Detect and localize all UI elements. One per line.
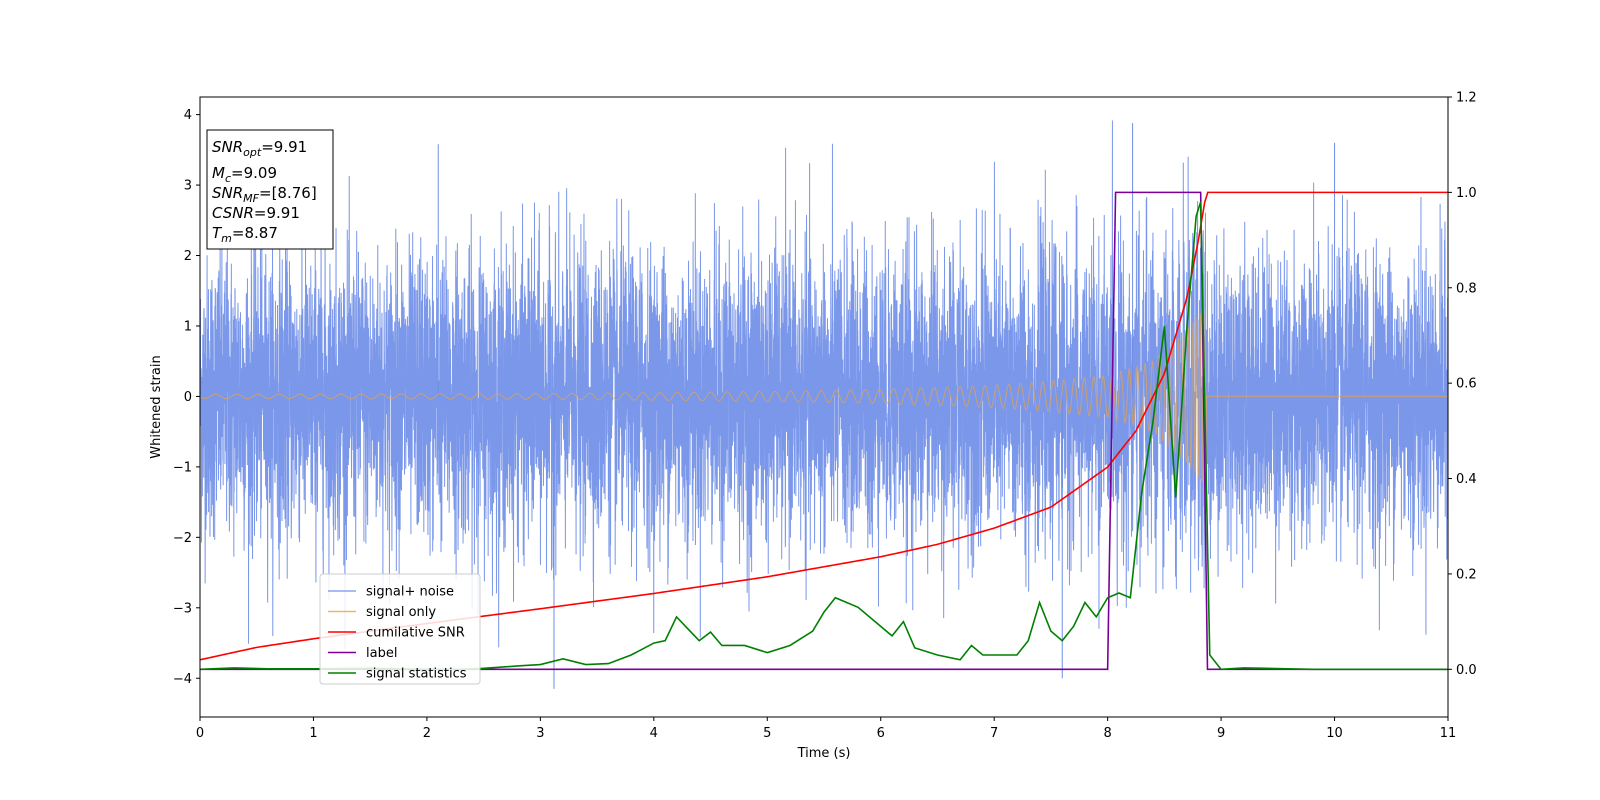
y-tick-label: 0 bbox=[184, 390, 192, 405]
x-tick-label: 9 bbox=[1217, 726, 1225, 741]
annotation-frame bbox=[206, 129, 334, 250]
annotation-snr-mf: SNRMF=[8.76] bbox=[212, 184, 317, 205]
x-tick-label: 4 bbox=[650, 726, 658, 741]
y-tick-label: −2 bbox=[173, 531, 192, 546]
y2-tick-label: 0.6 bbox=[1456, 377, 1477, 392]
y2-tick-label: 1.2 bbox=[1456, 91, 1477, 106]
x-tick-label: 0 bbox=[196, 726, 204, 741]
x-axis: 0 1 2 3 4 5 6 7 8 9 10 11 bbox=[196, 717, 1456, 741]
x-tick-label: 1 bbox=[309, 726, 317, 741]
series-label bbox=[200, 191, 1448, 671]
legend-label: label bbox=[366, 646, 397, 661]
y2-tick-label: 0.2 bbox=[1456, 567, 1477, 582]
legend-label: signal only bbox=[366, 605, 436, 620]
legend-label: signal statistics bbox=[366, 667, 467, 682]
y2-tick-label: 0.8 bbox=[1456, 281, 1477, 296]
x-tick-label: 11 bbox=[1440, 726, 1457, 741]
x-tick-label: 2 bbox=[423, 726, 431, 741]
series-signal-only bbox=[200, 308, 1448, 484]
axes-frame bbox=[199, 96, 1449, 718]
y-tick-label: −4 bbox=[173, 672, 192, 687]
annotation-mc: Mc=9.09 bbox=[212, 164, 277, 185]
legend-frame bbox=[319, 573, 481, 685]
x-tick-label: 6 bbox=[877, 726, 885, 741]
y-tick-label: −3 bbox=[173, 601, 192, 616]
y-axis-label: Whitened strain bbox=[149, 355, 164, 458]
y2-tick-label: 0.0 bbox=[1456, 663, 1477, 678]
x-tick-label: 5 bbox=[763, 726, 771, 741]
x-tick-label: 8 bbox=[1103, 726, 1111, 741]
y-tick-label: −1 bbox=[173, 460, 192, 475]
y-tick-label: 4 bbox=[184, 108, 192, 123]
annotation-tm: Tm=8.87 bbox=[212, 224, 278, 245]
x-tick-label: 3 bbox=[536, 726, 544, 741]
annotation-box: SNRopt=9.91 Mc=9.09 SNRMF=[8.76] CSNR=9.… bbox=[206, 129, 334, 250]
y-tick-label: 2 bbox=[184, 249, 192, 264]
legend: signal+ noise signal only cumilative SNR la… bbox=[319, 573, 481, 685]
y2-tick-label: 0.4 bbox=[1456, 472, 1477, 487]
x-tick-label: 7 bbox=[990, 726, 998, 741]
y-axis-left: −4 −3 −2 −1 0 1 2 3 4 bbox=[173, 108, 200, 687]
series-signal-noise bbox=[200, 120, 1448, 650]
y-tick-label: 3 bbox=[184, 179, 192, 194]
y-tick-label: 1 bbox=[184, 319, 192, 334]
legend-label: cumilative SNR bbox=[366, 626, 465, 641]
legend-label: signal+ noise bbox=[366, 585, 454, 600]
series-signal-statistics bbox=[200, 201, 1448, 671]
x-axis-label: Time (s) bbox=[797, 746, 851, 761]
y2-tick-label: 1.0 bbox=[1456, 186, 1477, 201]
y-axis-right: 0.0 0.2 0.4 0.6 0.8 1.0 1.2 bbox=[1448, 91, 1477, 678]
annotation-csnr: CSNR=9.91 bbox=[212, 204, 300, 222]
x-tick-label: 10 bbox=[1326, 726, 1343, 741]
annotation-snr-opt: SNRopt=9.91 bbox=[212, 138, 307, 159]
